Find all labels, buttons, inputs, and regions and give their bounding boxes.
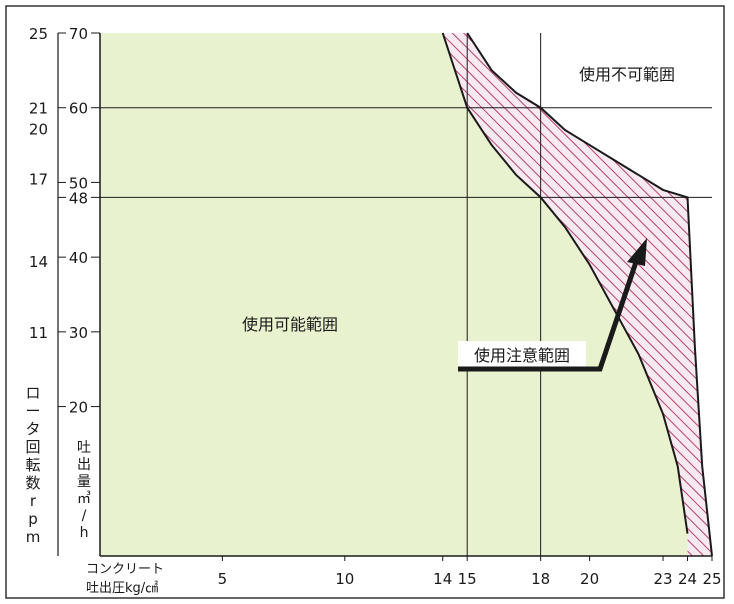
rpm-tick-label-2: 14 [29, 253, 48, 271]
output-tick-label-20: 20 [69, 399, 88, 417]
x-tick-label-15: 15 [458, 570, 477, 588]
x-tick-label-14: 14 [433, 570, 452, 588]
output-axis-title-char-1: 出 [77, 457, 91, 473]
output-tick-label-50: 50 [69, 174, 88, 192]
region-label-safe: 使用可能範囲 [242, 315, 338, 334]
rpm-axis-title-char-0: ロ [25, 384, 40, 402]
rpm-axis-title-char-4: 転 [25, 456, 40, 474]
rpm-axis-title-char-7: p [28, 510, 38, 528]
rpm-tick-label-4: 21 [29, 100, 48, 118]
caution-label-bg [458, 341, 586, 369]
output-axis-title-char-4: / [82, 508, 87, 524]
limit-boundary-curve [466, 32, 713, 557]
region-label-unusable: 使用不可範囲 [579, 65, 675, 84]
x-tick-label-24: 24 [678, 570, 697, 588]
output-axis-title-char-5: h [80, 525, 89, 541]
x-axis-title-line1: コンクリート [86, 562, 164, 577]
rpm-tick-label-3: 17 [29, 171, 48, 189]
x-tick-label-5: 5 [218, 570, 228, 588]
caution-pointer-arrowhead [627, 238, 647, 266]
output-tick-label-70: 70 [69, 25, 88, 43]
output-tick-label-60: 60 [69, 100, 88, 118]
rpm-tick-label-1: 11 [29, 324, 48, 342]
rpm-axis-title-char-2: タ [25, 420, 40, 438]
x-tick-label-10: 10 [335, 570, 354, 588]
rpm-tick-label-0: 20 [29, 121, 48, 139]
caution-pointer-arrow [458, 261, 639, 372]
x-tick-label-20: 20 [580, 570, 599, 588]
rpm-axis-title-char-8: m [26, 528, 41, 546]
region-label-caution: 使用注意範囲 [474, 346, 570, 365]
caution-region [442, 33, 712, 556]
x-tick-label-25: 25 [702, 570, 721, 588]
output-tick-label-30: 30 [69, 324, 88, 342]
rpm-axis-title-char-5: 数 [25, 474, 40, 492]
safe-boundary-curve [441, 32, 689, 534]
output-tick-label-48: 48 [69, 189, 88, 207]
output-axis-title-char-0: 吐 [77, 440, 91, 456]
plot-area [57, 32, 713, 557]
output-axis-title-char-3: ㎥ [77, 491, 91, 507]
x-axis-title-line2: 吐出圧kg/㎠ [86, 581, 158, 596]
output-tick-label-40: 40 [69, 249, 88, 267]
rpm-axis-title-char-3: 回 [25, 438, 40, 456]
x-tick-label-23: 23 [653, 570, 672, 588]
output-axis-title-char-2: 量 [77, 474, 91, 490]
rpm-axis-title-char-6: r [30, 492, 37, 510]
rpm-tick-label-5: 25 [29, 25, 48, 43]
x-tick-label-18: 18 [531, 570, 550, 588]
rpm-axis-title-char-1: ー [25, 402, 40, 420]
